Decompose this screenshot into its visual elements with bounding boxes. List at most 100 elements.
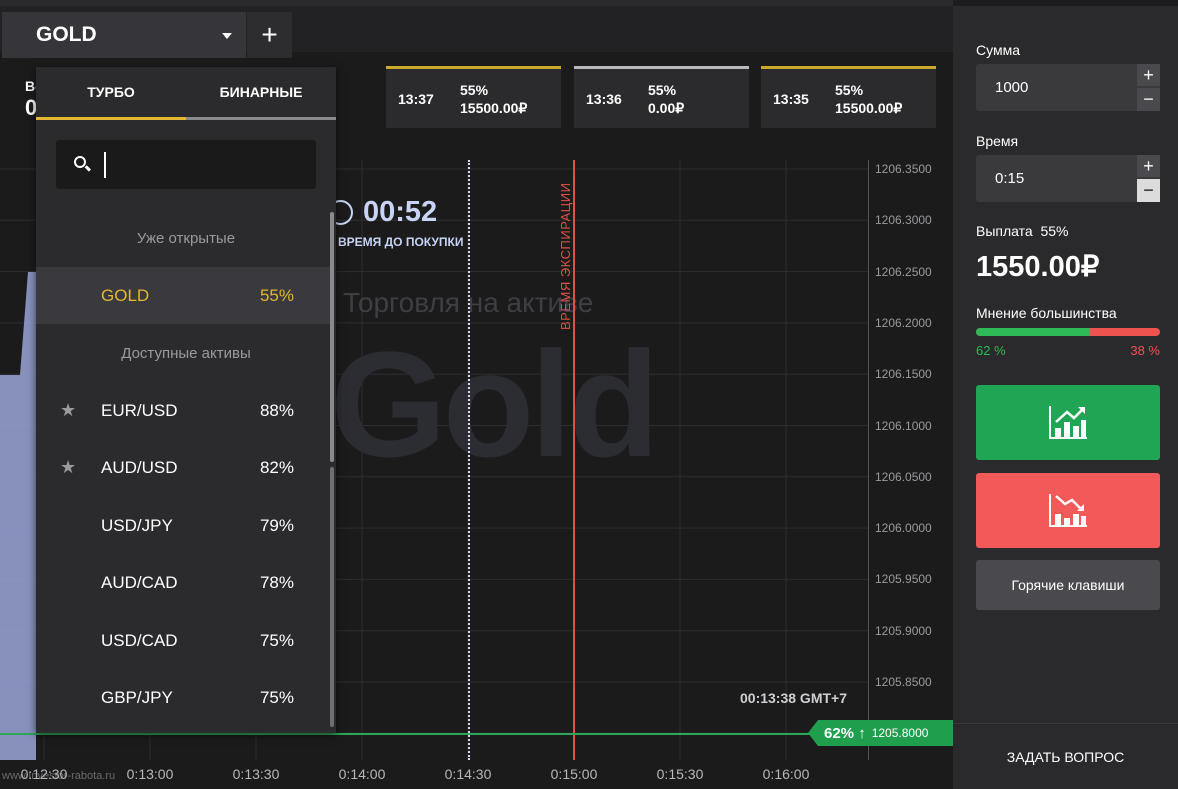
time-increase-button[interactable]: + [1137, 155, 1160, 178]
amount-decrease-button[interactable]: − [1137, 88, 1160, 111]
asset-tabs-bar: GOLD + [0, 0, 953, 58]
y-tick-label: 1206.0500 [875, 469, 932, 484]
search-input[interactable] [104, 152, 304, 178]
asset-selector[interactable]: GOLD [2, 12, 246, 58]
deal-amount: 15500.00₽ [460, 100, 528, 116]
chart-down-icon [1049, 493, 1087, 527]
deal-time: 13:35 [773, 91, 809, 107]
list-item-asset[interactable]: AUD/CAD 78% [36, 554, 330, 611]
timer-label: ВРЕМЯ ДО ПОКУПКИ [338, 235, 464, 249]
expiry-line [573, 160, 575, 760]
deal-payout: 55% [648, 82, 677, 98]
asset-payout: 78% [259, 573, 294, 592]
ask-question-button[interactable]: ЗАДАТЬ ВОПРОС [953, 723, 1178, 789]
y-tick-label: 1206.3000 [875, 213, 932, 228]
star-icon[interactable]: ★ [60, 400, 77, 420]
y-tick-label: 1206.2000 [875, 315, 932, 330]
amount-increase-button[interactable]: + [1137, 64, 1160, 87]
y-axis: 1206.3500 1206.3000 1206.2500 1206.2000 1206… [868, 160, 953, 760]
payout-label: Выплата 55% [976, 223, 1068, 239]
deal-payout: 55% [460, 82, 489, 98]
x-tick-label: 0:15:00 [550, 766, 598, 782]
sentiment-label: Мнение большинства [976, 305, 1117, 321]
time-value[interactable]: 0:15 [995, 170, 1025, 187]
call-up-button[interactable] [976, 385, 1160, 460]
amount-stepper[interactable]: 1000 + − [976, 64, 1160, 111]
deal-time: 13:37 [398, 91, 434, 107]
price-area [0, 272, 36, 760]
asset-name: GOLD [36, 23, 97, 46]
asset-dropdown: ТУРБО БИНАРНЫЕ Уже открытые GOLD 55% Дос… [36, 67, 336, 733]
y-tick-label: 1206.1500 [875, 367, 932, 382]
add-tab-button[interactable]: + [247, 12, 292, 58]
asset-payout: 82% [259, 458, 294, 477]
section-open-label: Уже открытые [136, 230, 236, 247]
list-item-asset[interactable]: USD/CAD 75% [36, 612, 330, 669]
deal-time: 13:36 [586, 91, 622, 107]
y-tick-label: 1206.3500 [875, 162, 932, 176]
dropdown-scrollbar-thumb[interactable] [330, 212, 334, 462]
current-price-badge: 62% ↑ 1205.8000 [808, 720, 953, 746]
payout-percent: 55% [1040, 223, 1069, 239]
asset-payout: 75% [259, 631, 294, 650]
star-icon[interactable]: ★ [60, 457, 77, 477]
time-stepper[interactable]: 0:15 + − [976, 155, 1160, 202]
deal-card[interactable]: 13:36 55% 0.00₽ [574, 66, 749, 128]
asset-name: GBP/JPY [101, 688, 173, 707]
timer-value: 00:52 [363, 196, 438, 228]
tab-turbo[interactable]: ТУРБО [36, 67, 186, 120]
time-label: Время [976, 133, 1019, 149]
y-tick-label: 1205.9000 [875, 623, 932, 638]
list-item-open-asset[interactable]: GOLD 55% [36, 267, 330, 324]
sentiment-up-label: 62 % [976, 343, 1006, 358]
hotkeys-button[interactable]: Горячие клавиши [976, 560, 1160, 610]
list-item-asset[interactable]: ★ AUD/USD 82% [36, 439, 330, 496]
deal-card[interactable]: 13:37 55% 15500.00₽ [386, 66, 561, 128]
put-down-button[interactable] [976, 473, 1160, 548]
amount-value[interactable]: 1000 [995, 79, 1029, 96]
asset-payout: 88% [259, 401, 294, 420]
chart-up-icon [1049, 405, 1087, 439]
purchase-deadline-line [468, 160, 470, 760]
deal-card[interactable]: 13:35 55% 15500.00₽ [761, 66, 936, 128]
tab-binary[interactable]: БИНАРНЫЕ [186, 67, 336, 120]
sentiment-down-label: 38 % [1130, 343, 1160, 358]
y-tick-label: 1206.0000 [875, 521, 932, 536]
purchase-timer: 00:52 [328, 196, 437, 229]
section-available-label: Доступные активы [121, 345, 251, 362]
balance-value: 0 [25, 95, 38, 120]
list-item-asset[interactable]: USD/JPY 79% [36, 497, 330, 554]
payout-value: 1550.00₽ [976, 251, 1100, 283]
amount-label: Сумма [976, 42, 1020, 58]
x-tick-label: 0:13:00 [126, 766, 174, 782]
deal-amount: 0.00₽ [648, 100, 685, 116]
current-payout: 62% ↑ [824, 724, 866, 742]
search-icon [74, 156, 86, 168]
dropdown-scrollbar-track[interactable] [330, 467, 334, 727]
asset-name: USD/JPY [101, 516, 173, 535]
asset-name: GOLD [101, 286, 150, 305]
expiry-label: ВРЕМЯ ЭКСПИРАЦИИ [558, 182, 573, 330]
current-price: 1205.8000 [871, 726, 929, 740]
current-price-line [0, 733, 953, 735]
deal-amount: 15500.00₽ [835, 100, 903, 116]
sentiment-up-fill [976, 328, 1091, 336]
asset-name: EUR/USD [101, 401, 178, 420]
asset-name: AUD/CAD [101, 573, 178, 592]
y-tick-label: 1206.2500 [875, 264, 932, 279]
list-item-asset[interactable]: GBP/JPY 75% [36, 669, 330, 726]
asset-name: USD/CAD [101, 631, 178, 650]
sentiment-bar [976, 328, 1160, 336]
deal-payout: 55% [835, 82, 864, 98]
server-clock: 00:13:38 GMT+7 [740, 690, 847, 706]
chevron-down-icon [222, 33, 232, 39]
asset-search[interactable] [56, 140, 316, 189]
asset-payout: 75% [259, 688, 294, 707]
list-item-asset[interactable]: ★ EUR/USD 88% [36, 382, 330, 439]
site-watermark: www.Investor-rabota.ru [2, 770, 116, 782]
y-tick-label: 1205.8500 [875, 675, 932, 689]
time-decrease-button[interactable]: − [1137, 179, 1160, 202]
y-tick-label: 1205.9500 [875, 572, 932, 587]
trade-panel: Сумма 1000 + − Время 0:15 + − Выплата 55… [953, 6, 1178, 789]
